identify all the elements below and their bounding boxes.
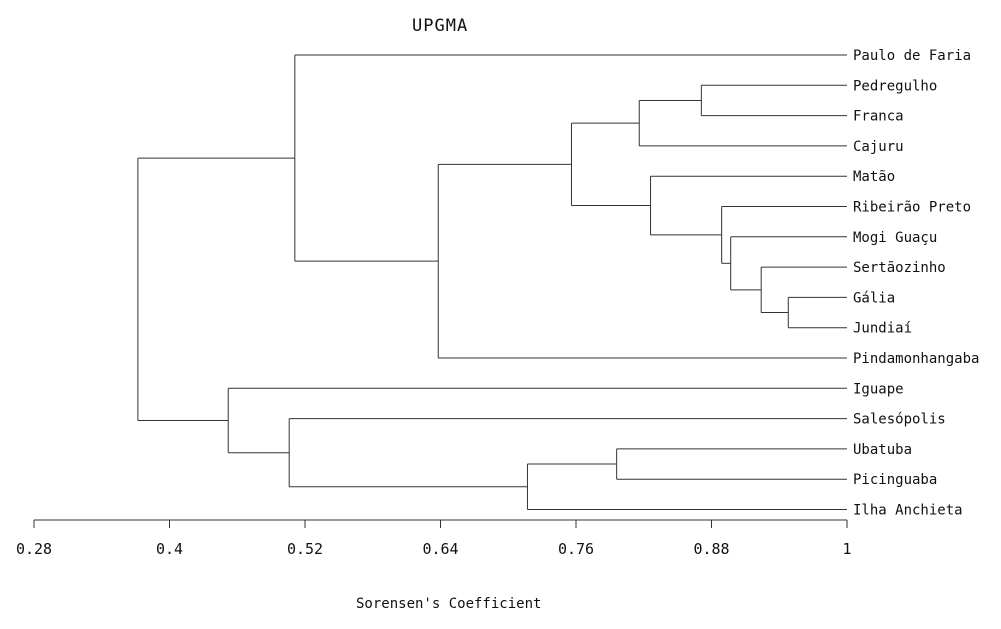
x-tick-label: 1 <box>842 540 851 558</box>
leaf-label: Iguape <box>853 381 904 397</box>
leaf-label: Picinguaba <box>853 472 937 488</box>
x-tick-label: 0.88 <box>693 540 729 558</box>
x-axis-label: Sorensen's Coefficient <box>356 596 542 612</box>
leaf-label: Ribeirão Preto <box>853 200 971 216</box>
leaf-label: Gália <box>853 290 895 306</box>
x-tick-label: 0.52 <box>287 540 323 558</box>
leaf-label: Paulo de Faria <box>853 48 971 64</box>
leaf-label: Ubatuba <box>853 442 912 458</box>
leaf-label: Jundiaí <box>853 321 912 337</box>
leaf-label: Franca <box>853 109 904 125</box>
x-tick-label: 0.28 <box>16 540 52 558</box>
leaf-label: Cajuru <box>853 139 904 155</box>
chart-title: UPGMA <box>412 16 469 36</box>
leaf-label: Pedregulho <box>853 78 937 94</box>
leaf-label: Matão <box>853 169 895 185</box>
x-tick-label: 0.76 <box>558 540 594 558</box>
leaf-label: Mogi Guaçu <box>853 230 937 246</box>
leaf-label: Salesópolis <box>853 412 946 428</box>
x-tick-label: 0.64 <box>422 540 458 558</box>
leaf-label: Ilha Anchieta <box>853 503 963 519</box>
leaf-label: Pindamonhangaba <box>853 351 979 367</box>
leaf-label: Sertãozinho <box>853 260 946 276</box>
x-tick-label: 0.4 <box>156 540 183 558</box>
